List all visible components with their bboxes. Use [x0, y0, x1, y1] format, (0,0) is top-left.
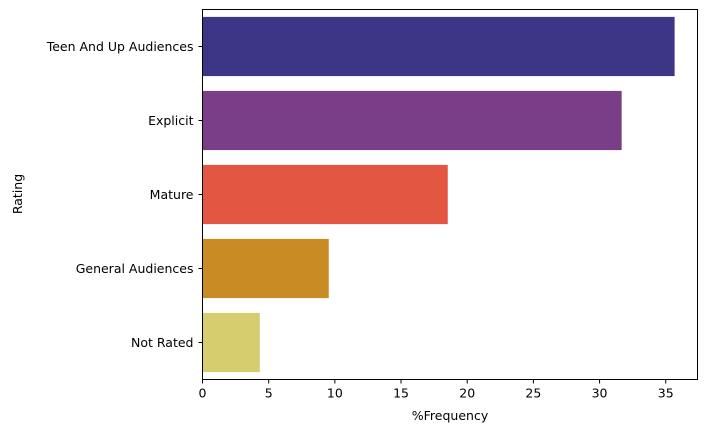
- x-tick-label: 5: [265, 386, 273, 401]
- y-tick-label: General Audiences: [76, 261, 194, 276]
- bar-teen-and-up-audiences: [202, 16, 675, 77]
- x-tick-label: 20: [459, 386, 475, 401]
- bar-not-rated: [202, 312, 260, 373]
- y-tick-label: Not Rated: [131, 335, 193, 350]
- x-tick-label: 25: [525, 386, 541, 401]
- axes-frame: [202, 9, 698, 380]
- x-tick-label: 35: [658, 386, 674, 401]
- x-tick-label: 10: [327, 386, 343, 401]
- x-tick-label: 30: [592, 386, 608, 401]
- bar-mature: [202, 164, 448, 225]
- x-axis-label: %Frequency: [412, 408, 489, 423]
- x-tick-label: 15: [393, 386, 409, 401]
- bar-general-audiences: [202, 238, 329, 299]
- y-tick-label: Teen And Up Audiences: [46, 39, 194, 54]
- y-tick-label: Explicit: [148, 113, 194, 128]
- x-tick-label: 0: [199, 386, 207, 401]
- bar-explicit: [202, 90, 622, 151]
- y-axis-label: Rating: [10, 174, 25, 214]
- y-tick-label: Mature: [150, 187, 194, 202]
